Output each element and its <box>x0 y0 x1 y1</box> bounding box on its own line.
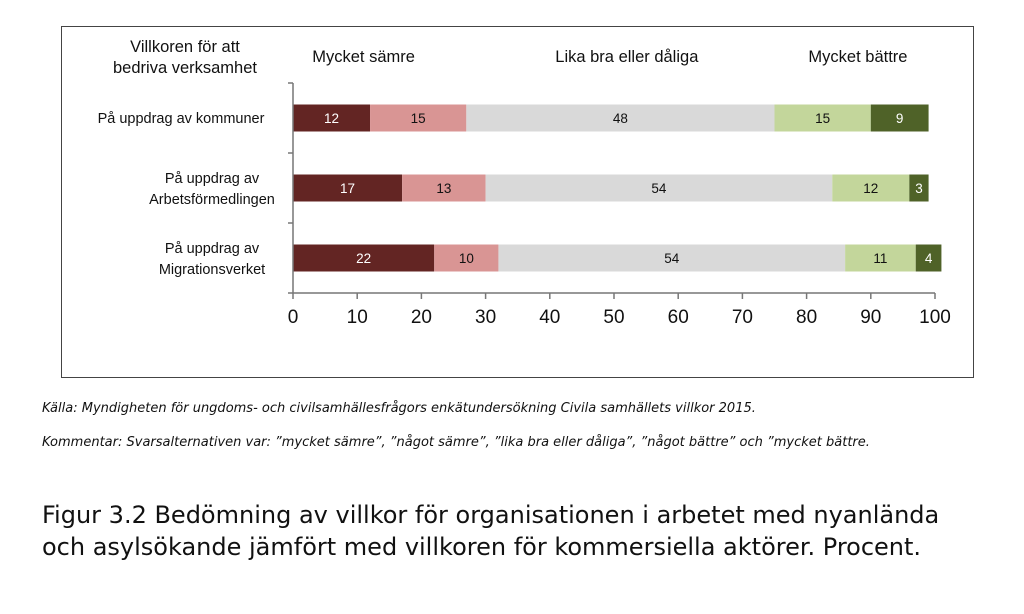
y-axis-title: Villkoren för att bedriva verksamhet <box>113 38 257 77</box>
category-label: På uppdrag av Arbetsförmedlingen <box>149 171 275 208</box>
data-label: 13 <box>436 181 451 196</box>
x-tick-label: 0 <box>288 307 299 328</box>
x-tick-label: 50 <box>603 307 624 328</box>
bar-segment <box>402 174 486 202</box>
bar-segment <box>466 104 775 132</box>
bar-segment <box>832 174 910 202</box>
bar-segment <box>293 244 435 272</box>
data-label: 12 <box>324 111 339 126</box>
data-label: 54 <box>651 181 667 196</box>
bar-segment <box>370 104 467 132</box>
column-header: Lika bra eller dåliga <box>555 48 699 66</box>
comment-note: Kommentar: Svarsalternativen var: ”mycke… <box>42 435 870 450</box>
chart-frame: Villkoren för att bedriva verksamhet Mycke… <box>61 26 974 378</box>
data-label: 12 <box>863 181 878 196</box>
bar-segment <box>774 104 871 132</box>
source-note: Källa: Myndigheten för ungdoms- och civi… <box>42 401 756 416</box>
column-header: Mycket sämre <box>312 48 415 66</box>
x-tick-label: 10 <box>347 307 368 328</box>
bar-segment <box>845 244 916 272</box>
figure-caption: Figur 3.2 Bedömning av villkor för organ… <box>42 501 940 561</box>
data-label: 54 <box>664 251 680 266</box>
x-tick-label: 100 <box>919 307 951 328</box>
x-tick-label: 20 <box>411 307 432 328</box>
x-tick-label: 40 <box>539 307 560 328</box>
column-header: Mycket bättre <box>808 48 907 66</box>
x-tick-label: 70 <box>732 307 753 328</box>
x-tick-label: 80 <box>796 307 817 328</box>
bar-segment <box>915 244 942 272</box>
data-label: 15 <box>815 111 830 126</box>
bar-segment <box>498 244 846 272</box>
bar-segment <box>293 174 403 202</box>
bar-segment <box>485 174 833 202</box>
data-label: 9 <box>896 111 904 126</box>
bar-segment <box>870 104 929 132</box>
x-tick-label: 60 <box>668 307 689 328</box>
data-label: 11 <box>873 251 887 266</box>
data-label: 17 <box>340 181 355 196</box>
data-label: 22 <box>356 251 371 266</box>
stacked-bar-chart: Villkoren för att bedriva verksamhet Mycke… <box>98 38 951 328</box>
x-tick-label: 30 <box>475 307 496 328</box>
data-label: 10 <box>459 251 474 266</box>
category-label: På uppdrag av kommuner <box>98 111 265 127</box>
bar-segment <box>293 104 371 132</box>
x-tick-label: 90 <box>860 307 881 328</box>
data-label: 3 <box>915 181 923 196</box>
data-label: 4 <box>925 251 933 266</box>
bar-segment <box>909 174 929 202</box>
data-label: 15 <box>411 111 426 126</box>
category-label: På uppdrag av Migrationsverket <box>159 241 265 278</box>
data-label: 48 <box>613 111 628 126</box>
bar-segment <box>434 244 499 272</box>
